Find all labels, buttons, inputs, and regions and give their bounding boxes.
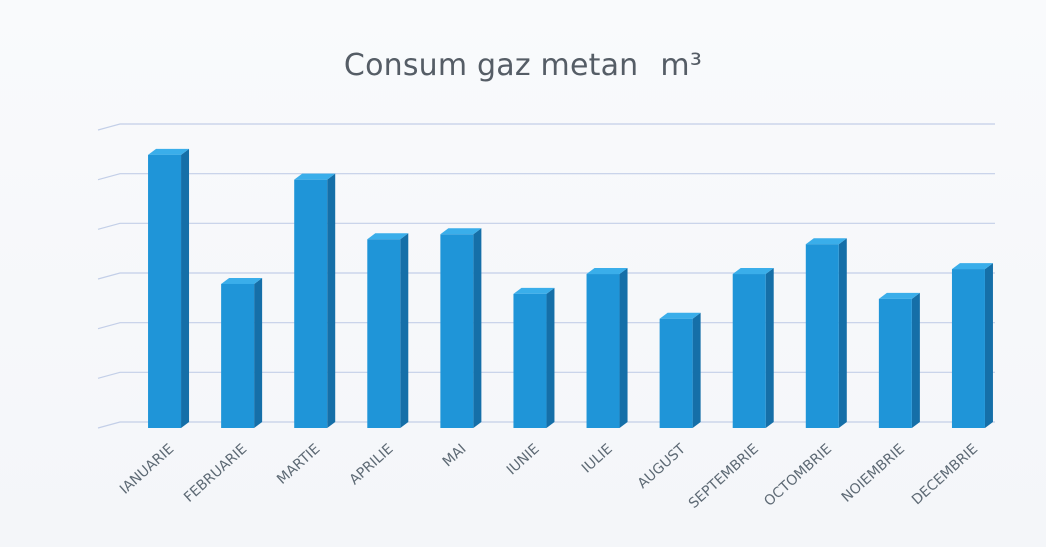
x-tick-label: MARTIE xyxy=(274,441,323,488)
bar-side xyxy=(912,293,920,428)
bar-side xyxy=(546,288,554,428)
bar-side xyxy=(327,174,335,428)
x-tick-label: FEBRUARIE xyxy=(181,441,250,506)
bar-aprilie xyxy=(367,233,408,428)
bar-front xyxy=(879,299,912,428)
bar-august xyxy=(660,313,701,428)
bar-front xyxy=(148,155,181,428)
gridline xyxy=(98,124,995,130)
bar-noiembrie xyxy=(879,293,920,428)
x-tick-label: OCTOMBRIE xyxy=(761,441,835,510)
x-tick-label: IULIE xyxy=(579,441,616,476)
x-tick-label: IUNIE xyxy=(504,441,543,478)
bar-februarie xyxy=(221,278,262,428)
bar-side xyxy=(620,268,628,428)
x-tick-label: APRILIE xyxy=(347,441,397,488)
x-tick-label: SEPTEMBRIE xyxy=(686,441,762,512)
bar-front xyxy=(294,180,327,428)
bar-side xyxy=(839,238,847,428)
x-tick-label: MAI xyxy=(440,441,470,470)
bar-iulie xyxy=(587,268,628,428)
bar-front xyxy=(660,319,693,428)
bar-front xyxy=(587,274,620,428)
bar-side xyxy=(181,149,189,428)
x-tick-label: AUGUST xyxy=(635,441,689,492)
x-axis-labels: IANUARIE FEBRUARIE MARTIE APRILIE MAI IUNIE IU… xyxy=(117,441,981,512)
bar-side xyxy=(254,278,262,428)
bar-martie xyxy=(294,174,335,428)
bar-series xyxy=(148,149,993,428)
bar-front xyxy=(952,269,985,428)
bar-septembrie xyxy=(733,268,774,428)
bar-front xyxy=(733,274,766,428)
gridline xyxy=(98,174,995,180)
bar-front xyxy=(367,239,400,428)
x-tick-label: DECEMBRIE xyxy=(909,441,981,508)
bar-iunie xyxy=(513,288,554,428)
bar-front xyxy=(513,294,546,428)
bar-side xyxy=(985,263,993,428)
bar-side xyxy=(693,313,701,428)
bar-side xyxy=(766,268,774,428)
bar-front xyxy=(221,284,254,428)
bar-octombrie xyxy=(806,238,847,428)
bar-side xyxy=(473,228,481,428)
bar-front xyxy=(806,244,839,428)
bar-decembrie xyxy=(952,263,993,428)
bar-ianuarie xyxy=(148,149,189,428)
bar-mai xyxy=(440,228,481,428)
x-tick-label: IANUARIE xyxy=(117,441,177,498)
x-tick-label: NOIEMBRIE xyxy=(839,441,908,506)
bar-front xyxy=(440,234,473,428)
gridline xyxy=(98,223,995,229)
bar-side xyxy=(400,233,408,428)
